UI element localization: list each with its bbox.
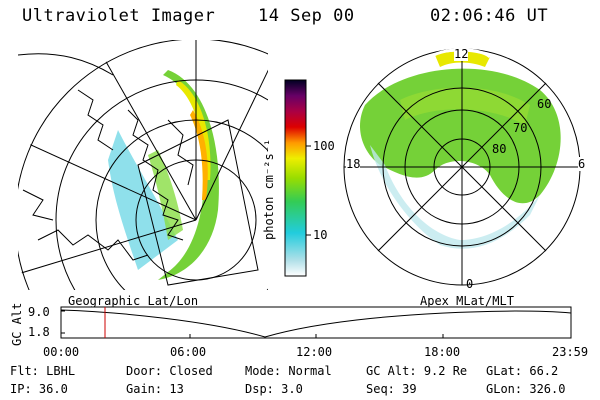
status-glat: GLat: 66.2 (486, 364, 559, 378)
altitude-plot (60, 306, 572, 339)
time-label: 02:06:46 UT (430, 6, 549, 26)
status-seq: Seq: 39 (366, 382, 417, 396)
status-gc-alt: GC Alt: 9.2 Re (366, 364, 468, 378)
lat-label-80: 80 (492, 142, 507, 156)
status-dsp: Dsp: 3.0 (245, 382, 303, 396)
lat-label-60: 60 (537, 97, 552, 111)
altitude-xtick-2: 12:00 (296, 345, 333, 359)
status-gain: Gain: 13 (126, 382, 184, 396)
date-label: 14 Sep 00 (258, 6, 355, 26)
altitude-xtick-0: 00:00 (43, 345, 80, 359)
projection-left-label: Geographic Lat/Lon (68, 294, 199, 308)
colorbar-tick-100: 100 (313, 139, 335, 153)
status-door: Door: Closed (126, 364, 213, 378)
colorbar-unit-label: photon cm⁻²s⁻¹ (262, 138, 276, 240)
geographic-globe-image (18, 40, 268, 290)
mlt-label-12: 12 (454, 47, 469, 61)
altitude-ytick-low: 1.8 (28, 325, 50, 339)
altitude-ylabel: GC Alt (10, 302, 24, 346)
altitude-xtick-1: 06:00 (170, 345, 207, 359)
colorbar (284, 79, 311, 277)
projection-right-label: Apex MLat/MLT (420, 294, 514, 308)
status-mode: Mode: Normal (245, 364, 332, 378)
mlt-label-6: 6 (578, 157, 586, 171)
status-ip: IP: 36.0 (10, 382, 68, 396)
altitude-ytick-high: 9.0 (28, 305, 50, 319)
altitude-xtick-4: 23:59 (552, 345, 589, 359)
polar-mlat-mlt-plot (343, 48, 581, 286)
instrument-title: Ultraviolet Imager (22, 6, 216, 26)
status-glon: GLon: 326.0 (486, 382, 566, 396)
mlt-label-0: 0 (466, 277, 474, 291)
colorbar-tick-10: 10 (313, 228, 328, 242)
status-flt: Flt: LBHL (10, 364, 76, 378)
mlt-label-18: 18 (346, 157, 361, 171)
altitude-xtick-3: 18:00 (424, 345, 461, 359)
lat-label-70: 70 (513, 121, 528, 135)
